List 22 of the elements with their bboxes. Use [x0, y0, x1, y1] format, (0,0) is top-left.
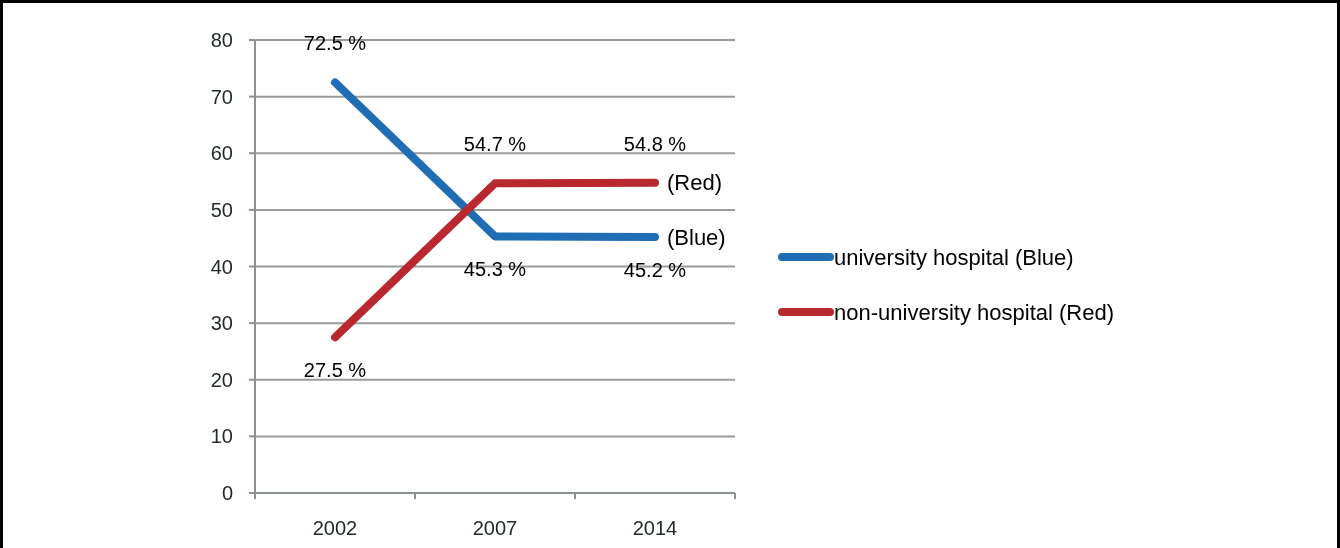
y-tick-label: 60 — [210, 142, 233, 165]
data-label: 54.7 % — [463, 133, 527, 156]
legend-label: non-university hospital (Red) — [834, 299, 1115, 325]
data-label: 54.8 % — [623, 132, 687, 155]
x-tick-label: 2002 — [312, 517, 358, 539]
y-tick-label: 70 — [210, 85, 233, 108]
x-tick-label: 2014 — [632, 517, 678, 539]
y-tick-label: 0 — [221, 482, 233, 504]
x-tick-label: 2007 — [472, 517, 518, 539]
y-tick-label: 10 — [210, 425, 233, 448]
annotation: (Red) — [667, 170, 723, 196]
y-tick-label: 40 — [210, 255, 233, 278]
annotation: (Blue) — [667, 224, 726, 250]
data-label: 72.5 % — [303, 32, 367, 55]
y-tick-label: 30 — [210, 312, 233, 335]
y-tick-label: 50 — [210, 198, 233, 221]
y-tick-label: 20 — [210, 368, 233, 391]
data-label: 45.3 % — [463, 258, 527, 281]
y-tick-label: 80 — [210, 29, 233, 51]
data-label: 27.5 % — [303, 359, 367, 382]
data-label: 45.2 % — [623, 259, 687, 282]
legend-label: university hospital (Blue) — [834, 244, 1074, 270]
